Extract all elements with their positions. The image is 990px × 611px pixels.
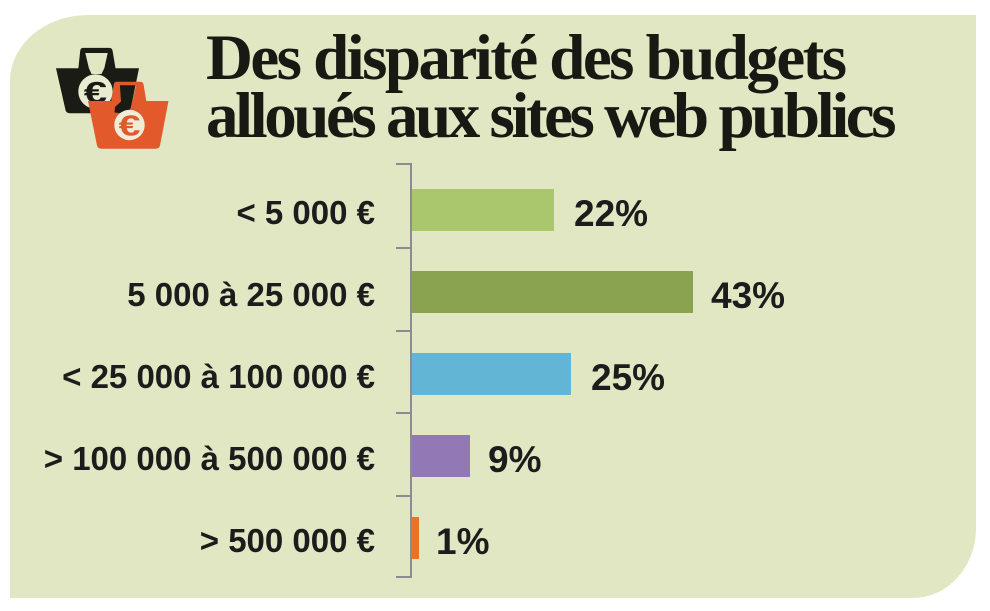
svg-text:€: €	[84, 75, 107, 110]
svg-text:€: €	[119, 110, 141, 142]
